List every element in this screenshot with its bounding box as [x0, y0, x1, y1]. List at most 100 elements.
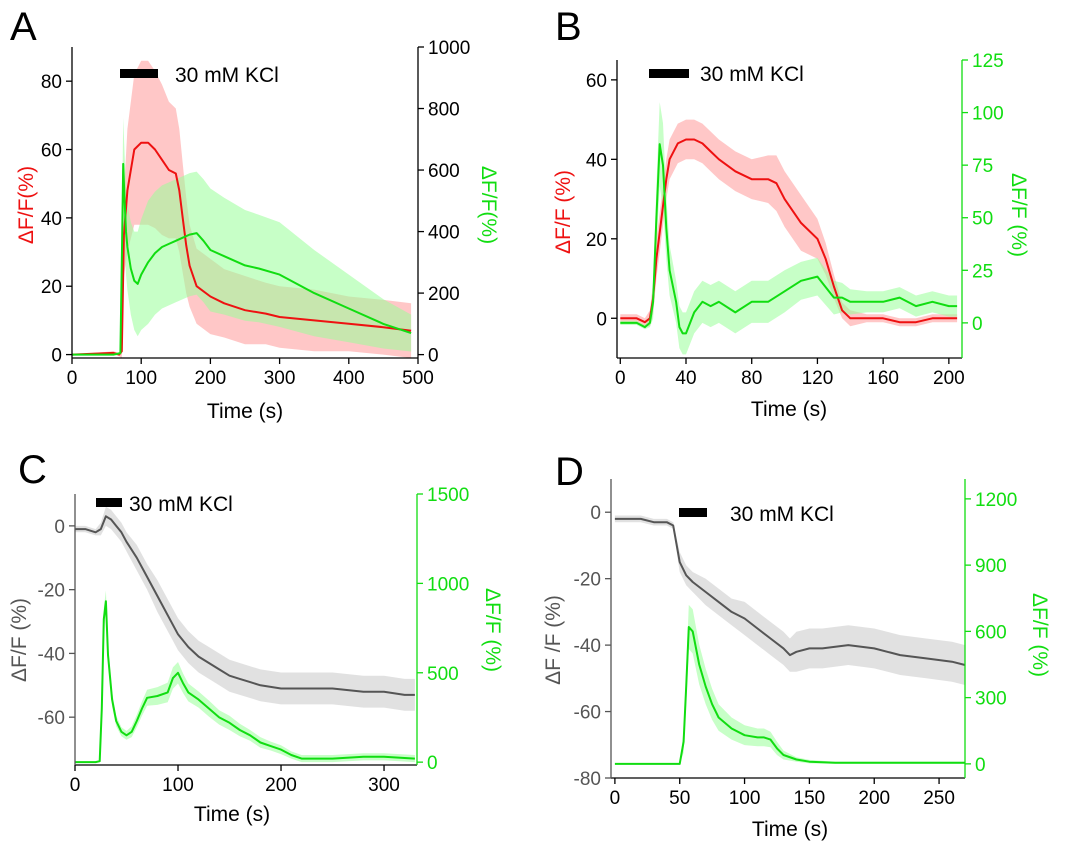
x-tick-label-b: 80: [741, 368, 762, 389]
y-right-tick-label-a: 600: [428, 161, 460, 182]
band-gray-d: [614, 515, 965, 685]
kcl-bar-a: [120, 69, 158, 78]
y-right-tick-label-b: 0: [972, 314, 983, 335]
y-left-tick-label-a: 20: [41, 277, 62, 298]
x-tick-label-b: 160: [867, 368, 899, 389]
y-left-tick-label-c: -20: [38, 581, 65, 602]
x-axis-label-c: Time (s): [194, 803, 270, 826]
x-tick-label-a: 400: [333, 368, 365, 389]
x-tick-label-c: 200: [265, 775, 297, 796]
y-left-tick-label-c: -40: [38, 644, 65, 665]
y-left-tick-label-d: -80: [574, 769, 601, 790]
x-tick-label-b: 200: [933, 368, 965, 389]
panel-label-a: A: [10, 5, 37, 49]
x-tick-label-a: 500: [402, 368, 434, 389]
band-red-b: [620, 119, 958, 327]
band-green-d: [614, 604, 965, 765]
series-line-green-d: [614, 626, 965, 765]
y-left-tick-label-d: -40: [574, 636, 601, 657]
y-right-tick-label-c: 0: [427, 753, 438, 774]
series-line-red-b: [620, 138, 958, 324]
x-tick-label-d: 100: [729, 788, 761, 809]
y-right-tick-label-a: 400: [428, 223, 460, 244]
series-line-green-a: [72, 162, 412, 356]
y-left-tick-label-c: -60: [38, 708, 65, 729]
y-right-tick-label-b: 100: [972, 104, 1004, 125]
panel-c: C 0 100 200 300 0 -20 -40 -60 0 500 1000 1500 30 mM…: [8, 448, 504, 826]
x-tick-label-a: 100: [125, 368, 157, 389]
y-right-tick-label-b: 125: [972, 51, 1004, 72]
y-right-tick-label-a: 200: [428, 284, 460, 305]
series-line-gray-c: [75, 515, 415, 696]
kcl-bar-d: [679, 508, 707, 517]
x-tick-label-d: 250: [923, 788, 955, 809]
y-axis-left-label-c: ΔF/F (%): [8, 598, 31, 682]
x-tick-label-a: 0: [67, 368, 78, 389]
panel-label-d: D: [555, 450, 584, 494]
y-right-tick-label-d: 900: [975, 556, 1007, 577]
y-left-tick-label-b: 40: [586, 150, 607, 171]
x-tick-label-b: 0: [615, 368, 626, 389]
kcl-bar-b: [649, 69, 689, 78]
y-right-tick-label-b: 50: [972, 209, 993, 230]
stimulus-label-b: 30 mM KCl: [700, 63, 804, 86]
stimulus-label-a: 30 mM KCl: [175, 64, 279, 87]
y-axis-left-label-a: ΔF/F(%): [15, 166, 38, 244]
x-tick-label-c: 100: [162, 775, 194, 796]
y-axis-right-label-c: ΔF/F (%): [481, 588, 504, 672]
series-line-green-b: [620, 143, 958, 335]
x-tick-label-d: 0: [610, 788, 621, 809]
y-left-tick-label-b: 20: [586, 230, 607, 251]
y-axis-right-label-d: ΔF/F (%): [1028, 593, 1051, 677]
x-axis-label-a: Time (s): [207, 400, 283, 423]
y-left-tick-label-a: 80: [41, 72, 62, 93]
x-axis-label-d: Time (s): [752, 818, 828, 841]
x-tick-label-a: 200: [195, 368, 227, 389]
y-right-tick-label-c: 500: [427, 664, 459, 685]
band-gray-c: [75, 506, 415, 711]
y-right-tick-label-c: 1500: [427, 485, 469, 506]
x-tick-label-d: 50: [669, 788, 690, 809]
y-left-tick-label-d: -20: [574, 570, 601, 591]
y-axis-left-label-b: ΔF/F (%): [552, 170, 575, 254]
y-axis-right-label-b: ΔF/F (%): [1007, 173, 1030, 257]
x-axis-label-b: Time (s): [751, 398, 827, 421]
y-right-tick-label-b: 25: [972, 261, 993, 282]
series-line-green-c: [75, 600, 415, 764]
y-left-tick-label-b: 0: [596, 309, 607, 330]
y-right-tick-label-d: 300: [975, 689, 1007, 710]
x-tick-label-a: 300: [264, 368, 296, 389]
y-left-tick-label-a: 40: [41, 209, 62, 230]
band-green-b: [620, 102, 958, 355]
stimulus-label-d: 30 mM KCl: [730, 503, 834, 526]
band-green-a: [72, 117, 412, 355]
y-axis-right-label-a: ΔF/F(%): [477, 166, 500, 244]
y-right-tick-label-d: 0: [975, 755, 986, 776]
y-right-tick-label-b: 75: [972, 156, 993, 177]
band-green-c: [75, 590, 415, 763]
plot-area-a: 0 100 200 300 400 500020406080020040060080010…: [41, 38, 470, 389]
plot-area-c: 0 100 200 300 0 -20 -40 -60 0 500 1000 1500: [38, 485, 470, 796]
y-left-tick-label-d: -60: [574, 703, 601, 724]
x-tick-label-d: 150: [794, 788, 826, 809]
y-left-tick-label-a: 0: [51, 346, 62, 367]
y-axis-left-label-d: ΔF /F (%): [542, 595, 565, 685]
stimulus-label-c: 30 mM KCl: [129, 493, 233, 516]
y-left-tick-label-d: 0: [590, 503, 601, 524]
panel-a: A 0 100 200 300 400 5000204060800200400600800…: [10, 5, 500, 423]
y-right-tick-label-d: 1200: [975, 490, 1017, 511]
y-right-tick-label-d: 600: [975, 622, 1007, 643]
y-right-tick-label-c: 1000: [427, 574, 469, 595]
panel-label-b: B: [555, 5, 582, 49]
x-tick-label-d: 200: [858, 788, 890, 809]
panel-d: D 0 50 100 150 200 250 0 -20 -40 -60 -80 0 300 600 900…: [542, 450, 1051, 841]
y-left-tick-label-a: 60: [41, 141, 62, 162]
plot-area-b: 0 40 80 120 160 200 0 20 40 60 0 25 50 75 100 125: [586, 51, 1004, 389]
x-tick-label-b: 40: [675, 368, 696, 389]
plot-area-d: 0 50 100 150 200 250 0 -20 -40 -60 -80 0 300 600 900 12…: [574, 479, 1017, 809]
x-tick-label-c: 0: [70, 775, 81, 796]
x-tick-label-c: 300: [368, 775, 400, 796]
x-tick-label-b: 120: [802, 368, 834, 389]
panel-label-c: C: [18, 448, 47, 492]
y-right-tick-label-a: 800: [428, 100, 460, 121]
